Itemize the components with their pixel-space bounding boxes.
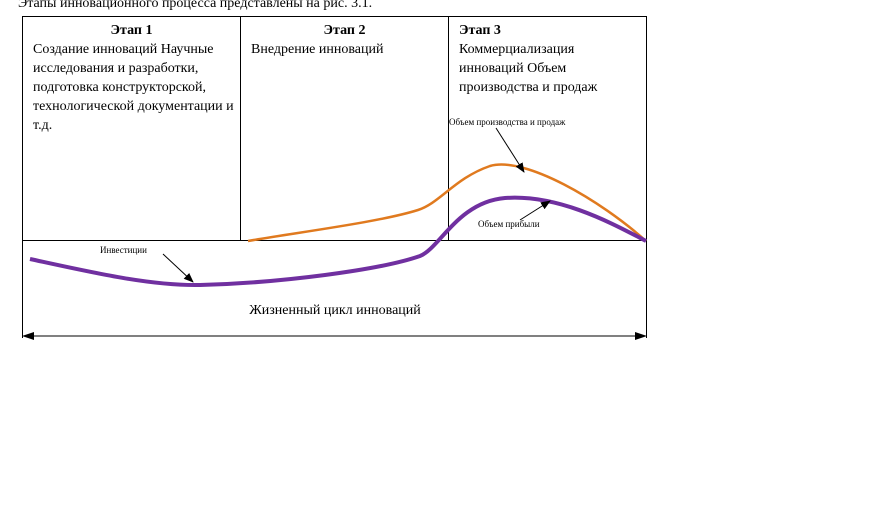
investment-label-leader [162,253,194,283]
sales-label-leader [495,127,525,173]
stage-3-title: Этап 3 [459,23,501,38]
stage-1-title: Этап 1 [110,23,153,38]
stage-3-description: Коммерциализация инноваций Объем произво… [459,42,598,95]
figure-caption: Этапы инновационного процесса представле… [18,0,373,11]
stages-frame [22,16,647,241]
lifecycle-arrow-left-head [22,332,34,340]
stage-1-description: Создание инноваций Научные исследования … [33,42,234,133]
lifecycle-arrow-right-head [635,332,647,340]
stage-2-description: Внедрение инноваций [251,42,384,57]
sales-volume-curve [247,163,647,243]
investment-label: Инвестиции [100,245,147,255]
stage-2-title: Этап 2 [323,23,366,38]
investment-profit-curve [29,195,647,288]
lifecycle-label: Жизненный цикл инноваций [249,303,421,318]
sales-volume-label: Объем производства и продаж [449,117,566,127]
profit-label-leader [519,200,551,221]
profit-volume-label: Объем прибыли [478,219,540,229]
